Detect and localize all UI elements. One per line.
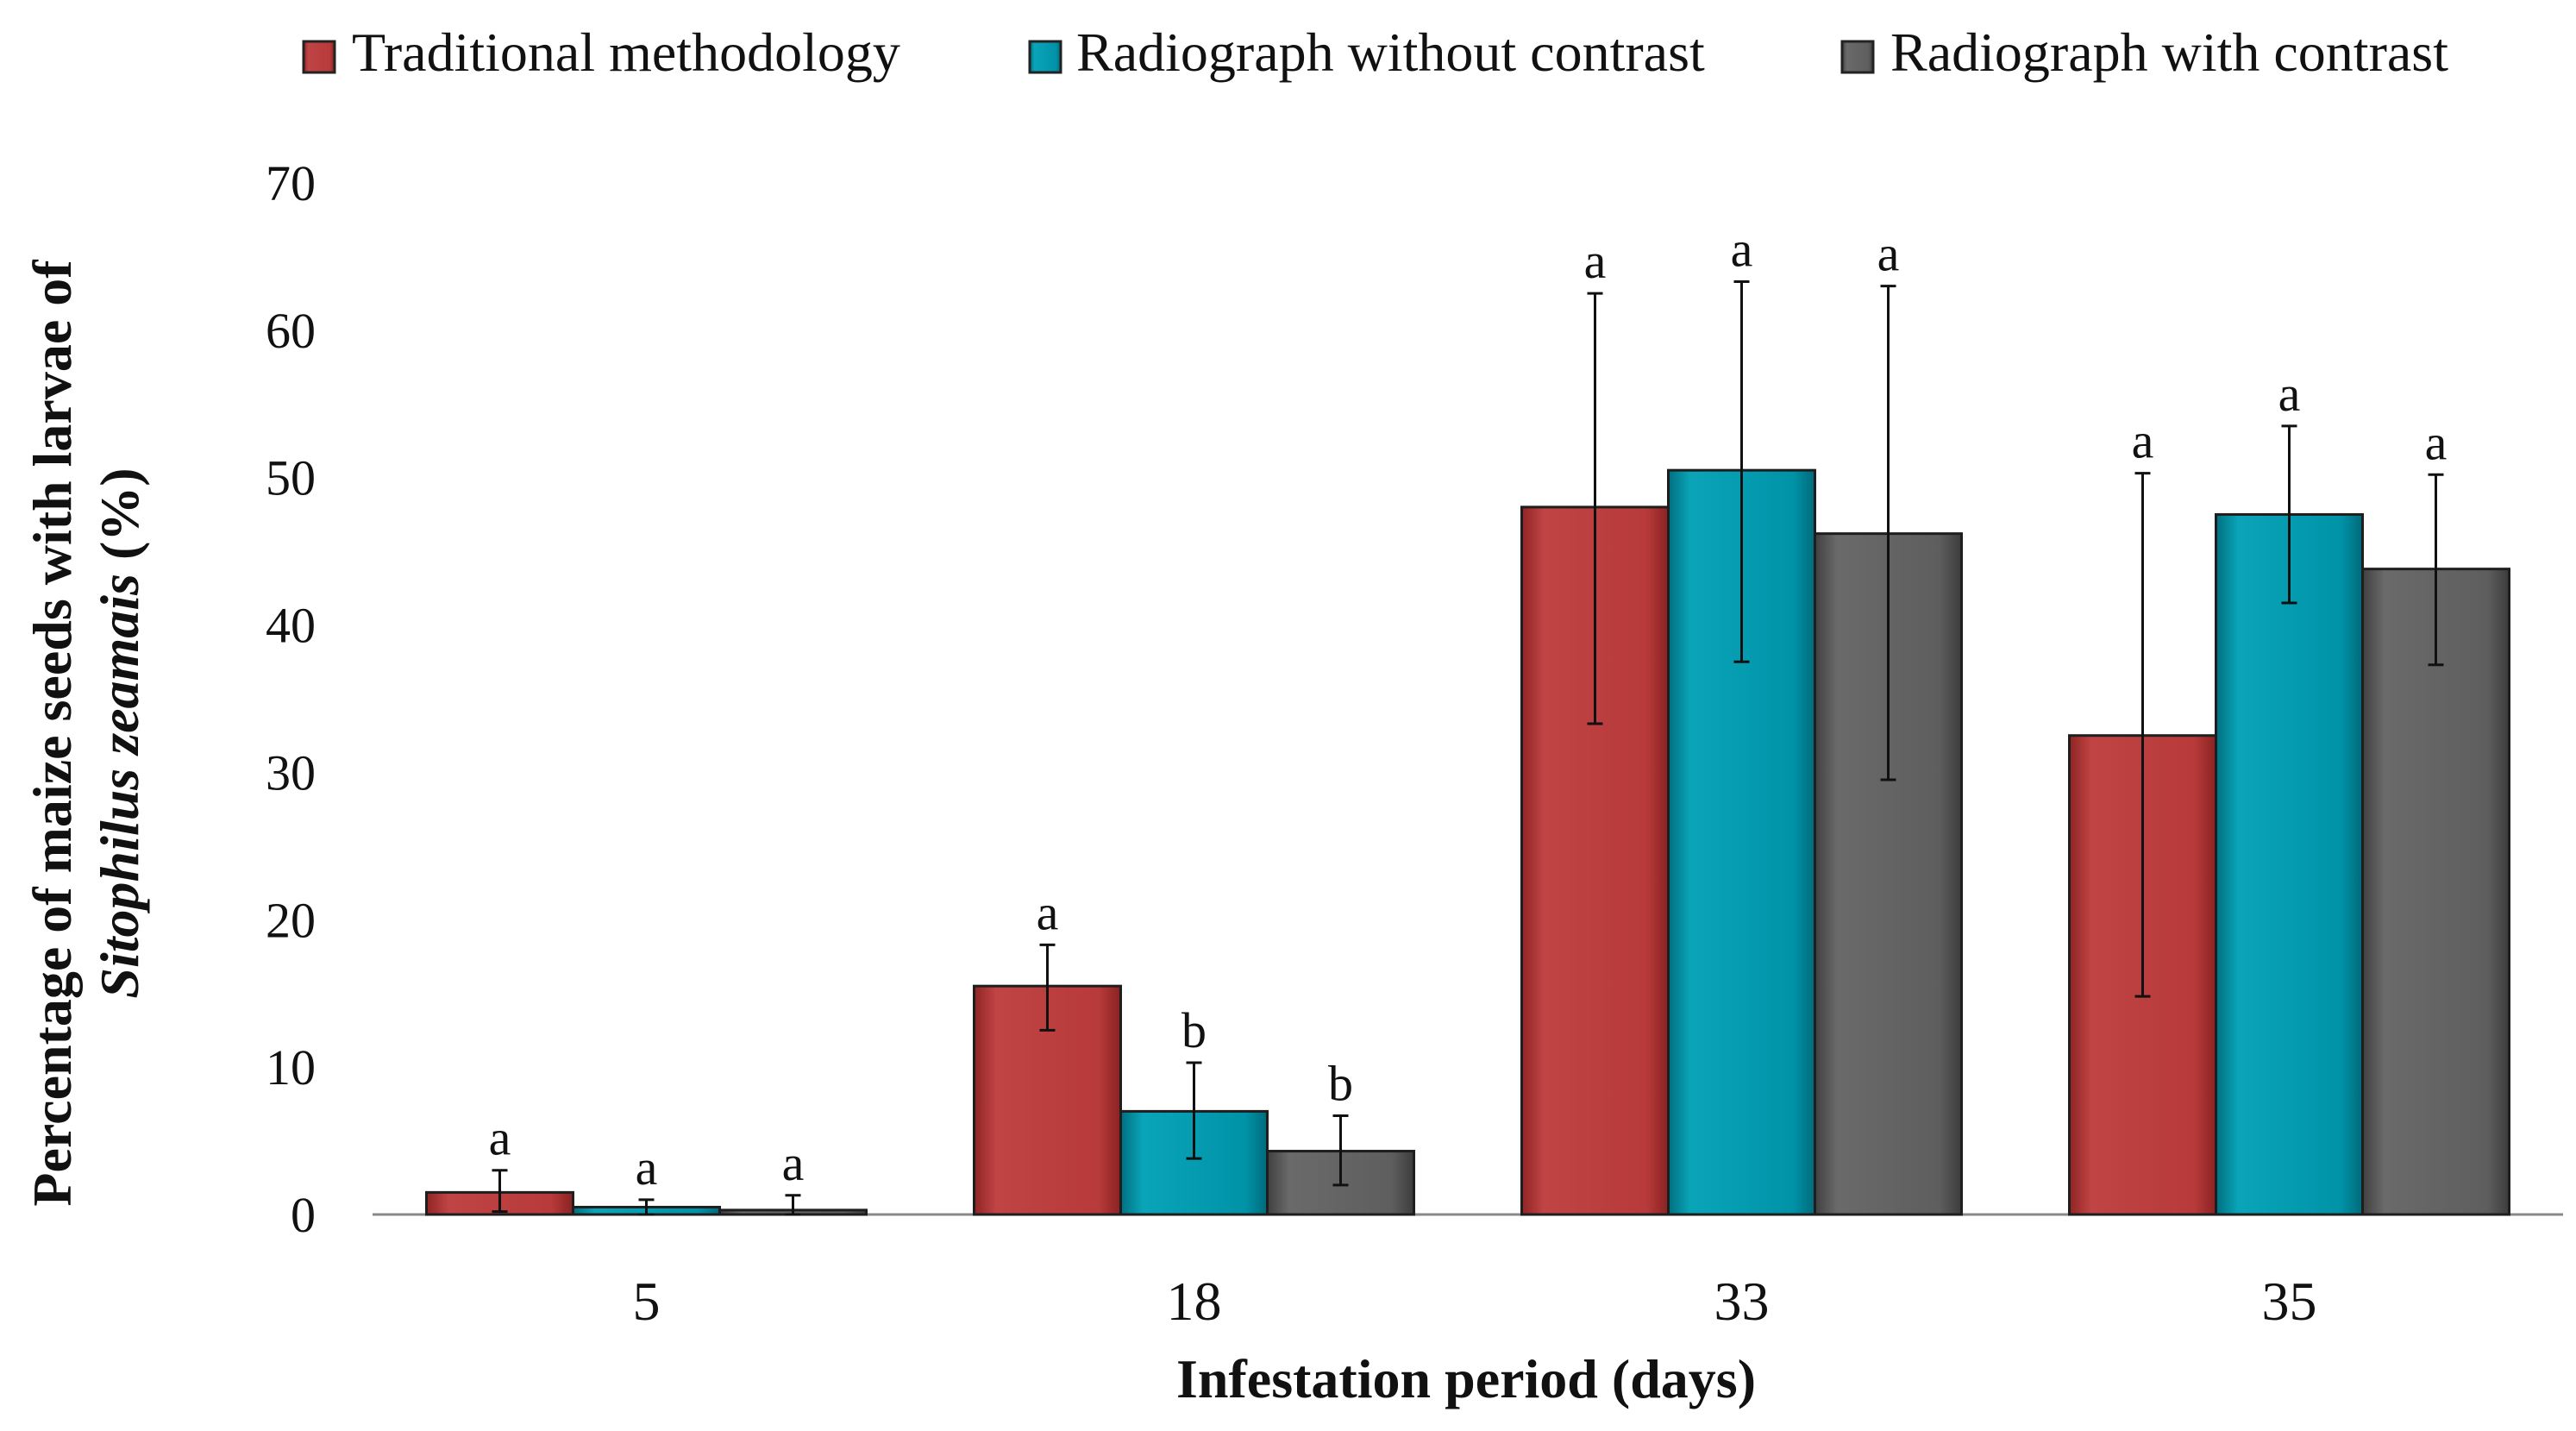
x-tick-label: 5	[633, 1271, 661, 1332]
significance-letter: a	[1037, 884, 1059, 940]
x-axis-categories: 5 18 33 35	[633, 1271, 2317, 1332]
y-axis-title-line2: Sitophilus zeamais (%)	[89, 468, 150, 998]
y-tick-label: 60	[266, 303, 316, 359]
significance-letter: a	[2132, 413, 2154, 469]
x-axis-title: Infestation period (days)	[1176, 1348, 1756, 1409]
significance-letter: a	[636, 1139, 658, 1196]
y-tick-label: 40	[266, 598, 316, 654]
significance-letter: a	[1584, 233, 1607, 289]
significance-letter: a	[1877, 226, 1900, 282]
legend-label-radiograph-without: Radiograph without contrast	[1076, 22, 1705, 83]
significance-letter: a	[489, 1110, 511, 1166]
legend-label-radiograph-with: Radiograph with contrast	[1890, 22, 2448, 83]
legend-swatch-radiograph-without	[1028, 40, 1062, 74]
bars	[425, 468, 2510, 1216]
y-tick-label: 70	[266, 155, 316, 211]
significance-letters: a a a a b b a a a a a a	[489, 221, 2448, 1195]
y-tick-label: 20	[266, 892, 316, 948]
y-axis-species: Sitophilus zeamais	[89, 574, 150, 999]
y-tick-label: 0	[291, 1187, 316, 1243]
x-tick-label: 33	[1714, 1271, 1770, 1332]
significance-letter: a	[1731, 221, 1753, 277]
significance-letter: a	[782, 1135, 805, 1191]
y-tick-label: 30	[266, 744, 316, 800]
legend: Traditional methodology Radiograph witho…	[302, 22, 2448, 83]
significance-letter: a	[2278, 366, 2301, 422]
significance-letter: b	[1328, 1056, 1353, 1112]
bar	[2215, 512, 2364, 1216]
y-axis-unit-spacer	[89, 560, 150, 574]
y-axis-unit: (%)	[89, 468, 150, 560]
y-axis-ticks: 0 10 20 30 40 50 60 70	[266, 155, 316, 1243]
significance-letter: b	[1181, 1002, 1207, 1058]
bar	[2361, 568, 2510, 1216]
significance-letter: a	[2425, 414, 2448, 470]
legend-label-traditional: Traditional methodology	[352, 22, 900, 83]
y-axis-title: Percentage of maize seeds with larvae of	[22, 260, 83, 1207]
error-bars	[492, 279, 2444, 1216]
y-tick-label: 50	[266, 450, 316, 506]
x-tick-label: 35	[2262, 1271, 2317, 1332]
x-tick-label: 18	[1167, 1271, 1222, 1332]
legend-swatch-radiograph-with	[1840, 40, 1875, 74]
legend-swatch-traditional	[302, 40, 336, 74]
y-tick-label: 10	[266, 1039, 316, 1095]
